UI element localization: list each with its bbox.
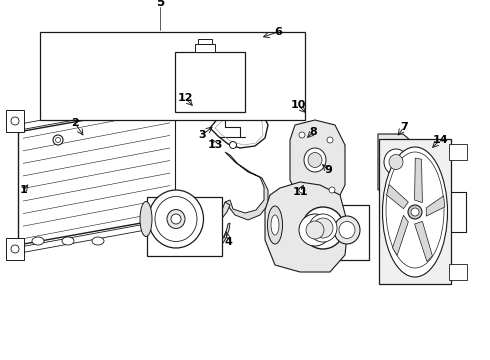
Polygon shape <box>378 134 418 190</box>
Ellipse shape <box>32 237 44 245</box>
Ellipse shape <box>327 137 333 143</box>
Bar <box>449 264 467 280</box>
Bar <box>198 39 212 44</box>
Ellipse shape <box>302 207 344 249</box>
Text: 5: 5 <box>156 0 164 9</box>
Polygon shape <box>387 185 408 209</box>
Ellipse shape <box>299 214 331 246</box>
Ellipse shape <box>229 141 237 148</box>
Ellipse shape <box>299 132 305 138</box>
Ellipse shape <box>148 190 203 248</box>
Text: 13: 13 <box>207 140 222 150</box>
Polygon shape <box>290 120 345 205</box>
Bar <box>6 238 24 260</box>
Text: 6: 6 <box>274 27 282 37</box>
Text: 7: 7 <box>400 122 408 132</box>
Ellipse shape <box>313 218 333 238</box>
Ellipse shape <box>329 187 335 193</box>
Polygon shape <box>210 202 230 246</box>
Ellipse shape <box>383 147 447 277</box>
Ellipse shape <box>171 214 181 224</box>
Ellipse shape <box>271 215 279 235</box>
Ellipse shape <box>62 237 74 245</box>
Text: 3: 3 <box>198 130 206 140</box>
Polygon shape <box>426 196 445 216</box>
Ellipse shape <box>155 197 197 242</box>
Bar <box>175 52 245 112</box>
Ellipse shape <box>384 149 408 175</box>
Bar <box>294 205 369 260</box>
Ellipse shape <box>299 187 305 193</box>
Ellipse shape <box>308 153 322 167</box>
Text: 4: 4 <box>224 237 232 247</box>
Ellipse shape <box>309 214 337 242</box>
Ellipse shape <box>306 221 324 239</box>
Ellipse shape <box>11 117 19 125</box>
Text: 14: 14 <box>432 135 448 145</box>
Polygon shape <box>415 221 432 262</box>
Text: 10: 10 <box>290 100 306 110</box>
Text: 9: 9 <box>324 165 332 175</box>
Ellipse shape <box>304 148 326 172</box>
Polygon shape <box>392 215 408 255</box>
Text: 2: 2 <box>71 118 79 128</box>
Text: 1: 1 <box>20 185 28 195</box>
Text: 8: 8 <box>309 127 317 137</box>
Ellipse shape <box>268 206 283 244</box>
Polygon shape <box>415 158 422 203</box>
Bar <box>40 32 305 120</box>
Polygon shape <box>225 152 268 220</box>
Ellipse shape <box>411 208 419 216</box>
Ellipse shape <box>92 237 104 245</box>
Ellipse shape <box>53 135 63 145</box>
Ellipse shape <box>55 138 60 143</box>
Bar <box>6 110 24 132</box>
Ellipse shape <box>167 210 185 229</box>
Bar <box>147 197 222 256</box>
Bar <box>379 139 451 284</box>
Text: 11: 11 <box>292 187 308 197</box>
Ellipse shape <box>389 154 403 170</box>
Text: 12: 12 <box>177 93 193 103</box>
Polygon shape <box>265 182 348 272</box>
Ellipse shape <box>11 245 19 253</box>
Ellipse shape <box>140 202 152 237</box>
Bar <box>449 144 467 160</box>
Ellipse shape <box>339 221 355 238</box>
Ellipse shape <box>334 216 360 244</box>
Ellipse shape <box>386 152 444 268</box>
Ellipse shape <box>408 205 422 219</box>
Bar <box>195 44 215 52</box>
